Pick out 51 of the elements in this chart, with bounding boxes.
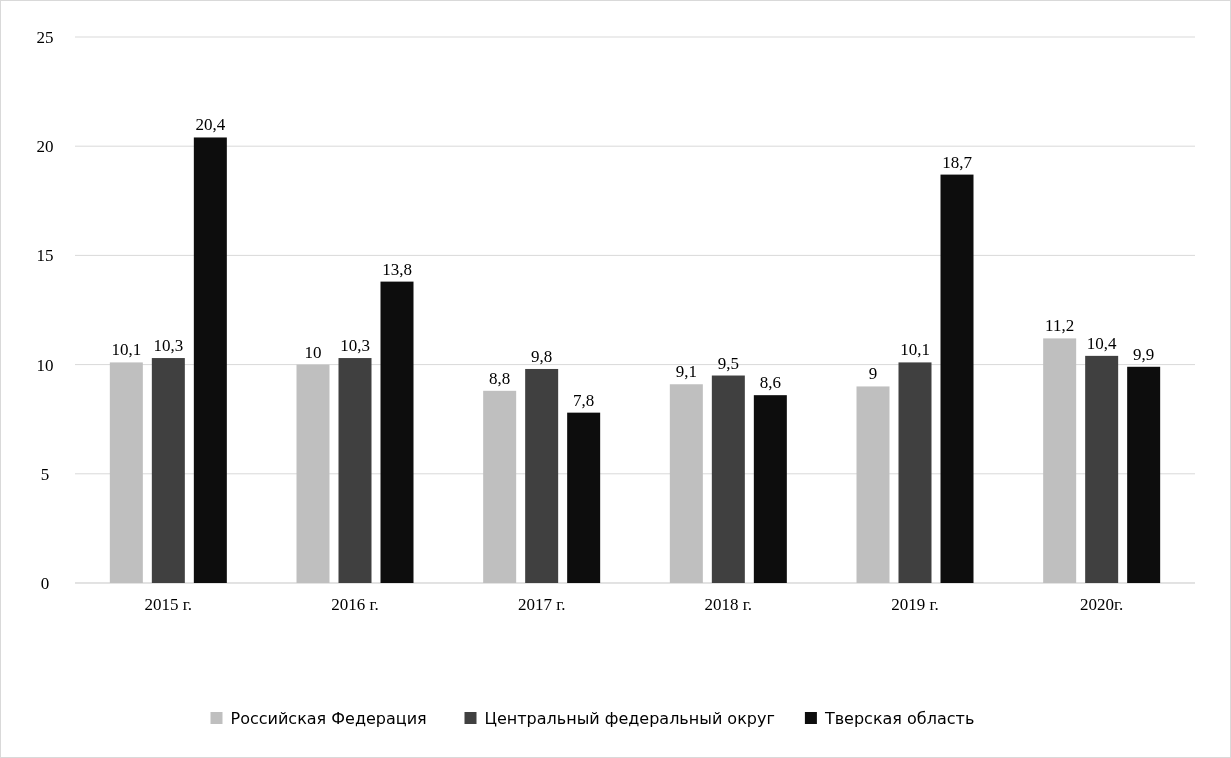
bar <box>1127 366 1161 583</box>
data-label: 10,3 <box>153 336 184 356</box>
data-label: 8,6 <box>759 373 781 393</box>
x-tick-label: 2018 г. <box>704 595 753 614</box>
bar <box>525 368 559 583</box>
y-tick-label: 5 <box>40 464 50 484</box>
bar <box>567 412 601 583</box>
data-label: 10,4 <box>1086 333 1118 353</box>
x-tick-label: 2020г. <box>1080 595 1124 614</box>
data-label: 9,8 <box>531 346 553 366</box>
data-label: 8,8 <box>489 368 511 388</box>
data-label: 9,5 <box>717 353 739 373</box>
bar <box>296 364 330 583</box>
data-label: 20,4 <box>195 115 226 135</box>
bar <box>483 390 517 583</box>
bar <box>1043 338 1077 583</box>
bar <box>669 384 703 583</box>
data-label: 18,7 <box>942 152 973 172</box>
y-tick-label: 20 <box>36 137 54 157</box>
data-label: 7,8 <box>573 390 595 410</box>
bar <box>856 386 890 583</box>
bar <box>109 362 143 583</box>
y-tick-label: 10 <box>36 355 54 375</box>
y-tick-label: 0 <box>40 573 50 593</box>
data-label: 10,3 <box>340 336 370 356</box>
y-tick-label: 15 <box>36 246 54 266</box>
data-label: 9,1 <box>675 362 697 382</box>
legend-label: Российская Федерация <box>230 708 427 728</box>
x-tick-label: 2019 г. <box>891 595 939 614</box>
data-label: 9 <box>868 364 878 384</box>
data-label: 10,1 <box>111 340 142 360</box>
data-label: 11,2 <box>1045 316 1075 336</box>
bar <box>193 137 227 583</box>
x-tick-label: 2017 г. <box>517 595 566 614</box>
data-label: 10 <box>304 342 322 362</box>
bar <box>711 375 745 583</box>
y-tick-label: 25 <box>36 27 54 47</box>
bar <box>1085 355 1119 583</box>
legend-label: Тверская область <box>823 708 975 728</box>
bar <box>151 358 185 583</box>
bar <box>898 362 932 583</box>
legend-label: Центральный федеральный округ <box>484 708 775 728</box>
bar <box>940 174 974 583</box>
x-tick-label: 2015 г. <box>144 595 193 614</box>
bar <box>338 358 372 583</box>
bar <box>380 281 414 583</box>
bar <box>753 395 787 583</box>
x-tick-label: 2016 г. <box>331 595 379 614</box>
data-label: 13,8 <box>382 259 412 279</box>
data-label: 10,1 <box>900 340 930 360</box>
data-label: 9,9 <box>1133 344 1155 364</box>
